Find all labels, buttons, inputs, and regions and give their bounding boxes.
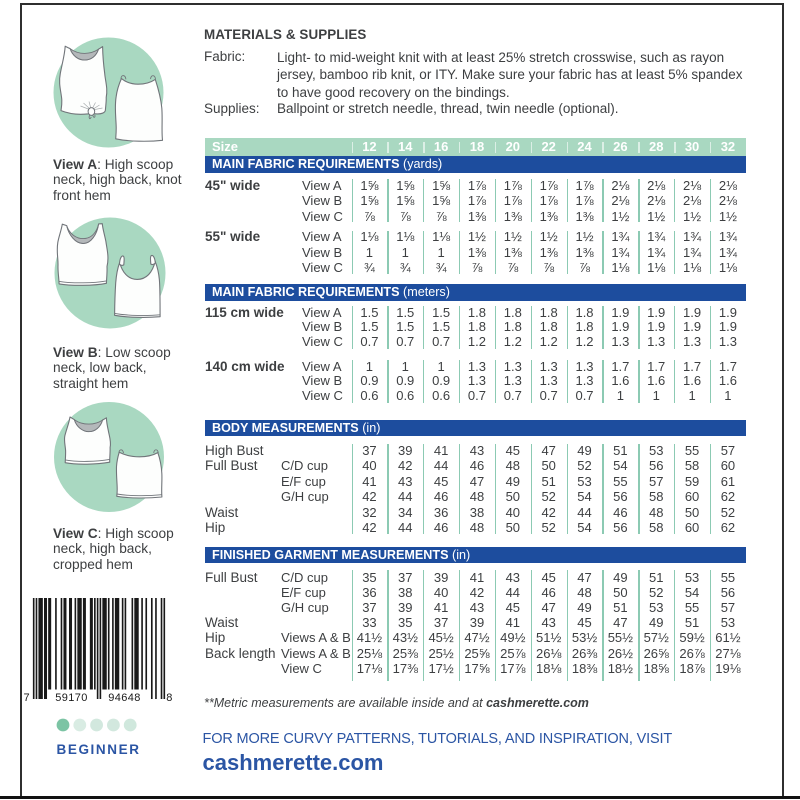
svg-text:59170: 59170	[55, 692, 88, 704]
svg-text:94648: 94648	[108, 692, 141, 704]
svg-text:7: 7	[24, 692, 30, 704]
svg-text:8: 8	[166, 692, 172, 704]
